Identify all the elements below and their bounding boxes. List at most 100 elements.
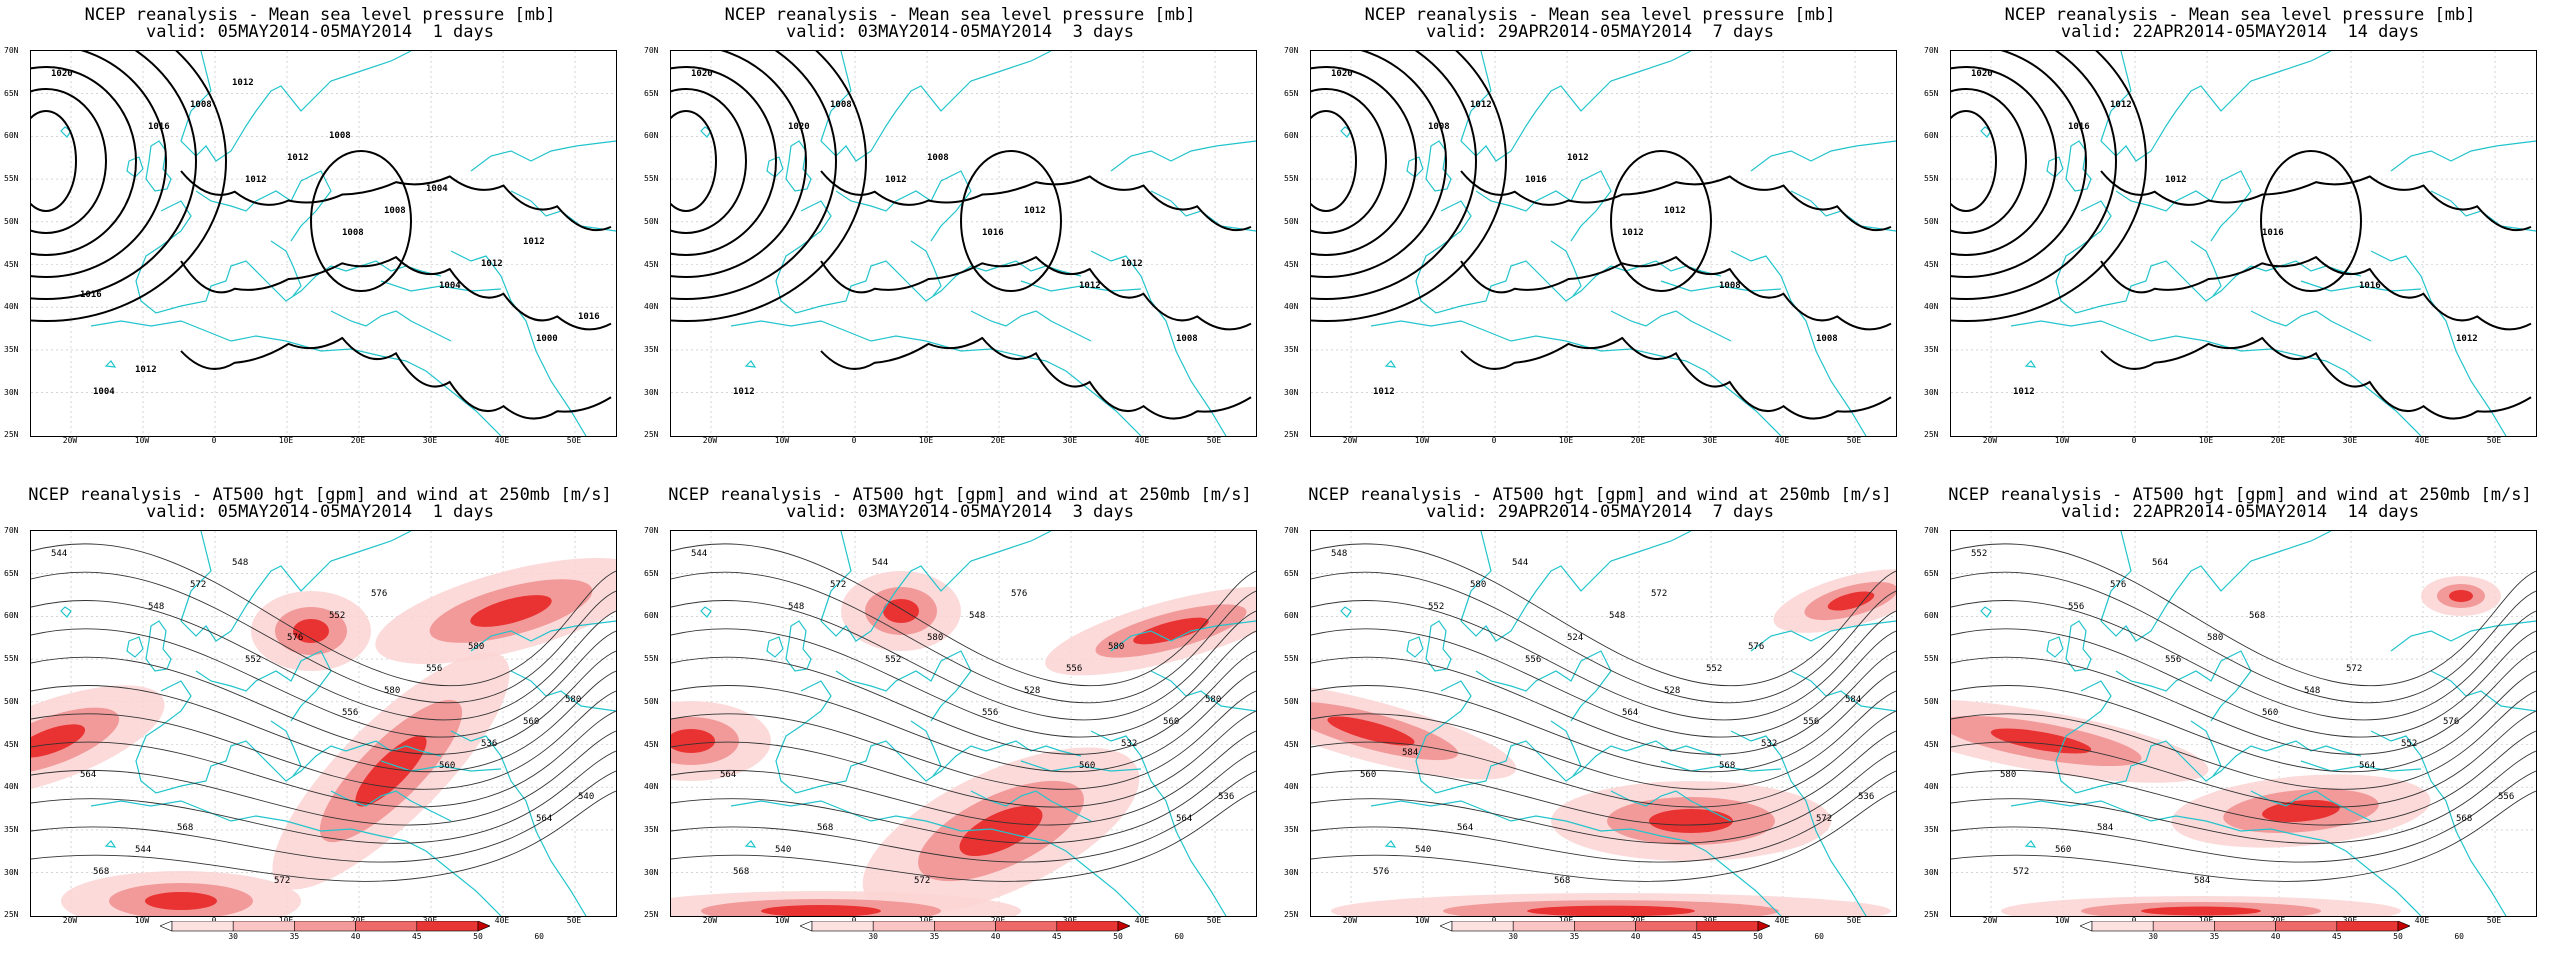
coastline — [2010, 320, 2422, 436]
colorbar-swatch — [2336, 920, 2399, 932]
contour-label: 572 — [274, 876, 290, 886]
latitude-label: 30N — [1924, 867, 1939, 877]
colorbar-swatch — [1056, 920, 1119, 932]
map-frame: 1020 1016 1012 1016 1016 1012 1012 1012 — [1950, 50, 2537, 437]
contour-label: 564 — [2359, 761, 2375, 771]
contour-label: 556 — [426, 664, 442, 674]
contour-label: 1020 — [1971, 69, 1993, 79]
latitude-label: 70N — [644, 46, 659, 55]
height-contour — [1951, 710, 2536, 808]
height-contour — [1311, 790, 1896, 882]
height-contour — [1311, 600, 1896, 721]
height-contour — [31, 790, 616, 882]
longitude-label: 20E — [990, 916, 1006, 925]
coastline — [470, 620, 616, 652]
coastline — [766, 156, 784, 178]
contour-label: 552 — [1428, 602, 1444, 612]
panel-valid-period: valid: 22APR2014-05MAY2014 14 days — [2060, 22, 2420, 42]
latitude-label: 25N — [644, 910, 659, 920]
contour-label: 1012 — [481, 259, 503, 269]
contour-label: 544 — [691, 549, 707, 559]
height-contour — [31, 543, 616, 687]
latitude-label: 35N — [1284, 344, 1299, 354]
latitude-label: 30N — [1284, 867, 1299, 877]
wind-speed-shading — [1649, 809, 1733, 833]
longitude-label: 50E — [1846, 436, 1862, 445]
longitude-label: 0 — [851, 436, 857, 445]
contour-label: 584 — [2194, 876, 2210, 886]
map-canvas: 1020 1008 1016 1012 1008 1008 1012 1012 1012 1012 — [1311, 51, 1896, 436]
coastline — [1425, 140, 1452, 192]
colorbar-tick-label: 35 — [1569, 932, 1580, 941]
latitude-label: 30N — [644, 387, 659, 397]
longitude-label: 10E — [278, 916, 294, 925]
longitude-label: 0 — [2131, 916, 2137, 925]
height-contour — [1311, 730, 1896, 826]
coastline — [1550, 240, 1582, 297]
height-contour — [671, 750, 1256, 844]
wind-colorbar: 30 35 40 45 50 60 — [159, 920, 544, 946]
longitude-label: 20E — [350, 436, 366, 445]
colorbar-arrow-low — [799, 920, 813, 932]
latitude-label: 55N — [1924, 174, 1939, 184]
contour-label: 576 — [1373, 867, 1389, 877]
map-frame: 544 548 552 556 560 564 568 572 580 528 532 536 540 5… — [670, 530, 1257, 917]
latitude-label: 60N — [1284, 611, 1299, 621]
latitude-label: 65N — [4, 88, 19, 98]
latitude-label: 30N — [1284, 387, 1299, 397]
wind-colorbar: 30 35 40 45 50 60 — [1439, 920, 1824, 946]
contour-label: 576 — [2110, 580, 2126, 590]
coastline — [970, 790, 1092, 822]
coastline — [330, 310, 452, 342]
height-contour — [1311, 750, 1896, 844]
map-frame: 1020 1008 1016 1012 1008 1008 1012 1012 1012 1012 — [1310, 50, 1897, 437]
longitude-label: 10E — [278, 436, 294, 445]
coastline — [1660, 280, 1782, 292]
colorbar-tick-label: 50 — [1113, 932, 1123, 941]
contour-label: 564 — [536, 814, 552, 824]
contour-label: 536 — [1218, 792, 1234, 802]
colorbar-swatch — [1512, 920, 1575, 932]
map-panel-z500-1d: NCEP reanalysis - AT500 hgt [gpm] and wi… — [0, 480, 640, 960]
contour-label: 1016 — [2262, 228, 2284, 238]
isobar — [1311, 51, 1507, 322]
panel-title: NCEP reanalysis - AT500 hgt [gpm] and wi… — [1308, 485, 1892, 505]
longitude-label: 10W — [134, 436, 150, 445]
coastline — [1020, 280, 1142, 292]
coastline — [766, 636, 784, 658]
latitude-label: 25N — [1284, 910, 1299, 920]
coastline — [2370, 250, 2507, 436]
colorbar-swatch — [872, 920, 935, 932]
height-contour — [1951, 790, 2536, 882]
coastline — [820, 51, 1052, 162]
contour-label: 540 — [775, 845, 791, 855]
map-panel-mslp-3d: NCEP reanalysis - Mean sea level pressur… — [640, 0, 1280, 480]
height-contour — [31, 690, 616, 790]
contour-label: 560 — [2055, 845, 2071, 855]
wind-speed-shading — [2141, 906, 2261, 916]
wind-speed-shading — [671, 729, 715, 753]
contour-label: 1004 — [439, 281, 461, 291]
contour-label: 560 — [523, 717, 539, 727]
latitude-label: 45N — [1924, 259, 1939, 269]
longitude-label: 20W — [1982, 916, 1998, 925]
coastline — [126, 156, 144, 178]
wind-speed-shading — [883, 599, 919, 623]
latitude-label: 40N — [4, 782, 19, 792]
longitude-label: 30E — [1062, 436, 1078, 445]
longitude-label: 20W — [702, 916, 718, 925]
height-contour — [671, 571, 1256, 704]
coastline — [1406, 156, 1424, 178]
coastline — [90, 320, 502, 436]
contour-label: 1016 — [148, 122, 170, 132]
latitude-label: 50N — [4, 216, 19, 226]
longitude-label: 10E — [1558, 916, 1574, 925]
latitude-label: 60N — [1284, 131, 1299, 141]
colorbar-swatch — [232, 920, 295, 932]
colorbar-tick-label: 45 — [1051, 932, 1062, 941]
contour-label: 572 — [2346, 664, 2362, 674]
latitude-label: 45N — [4, 259, 19, 269]
isobar — [960, 150, 1062, 292]
isobar — [1610, 150, 1712, 292]
height-contour — [31, 600, 616, 721]
